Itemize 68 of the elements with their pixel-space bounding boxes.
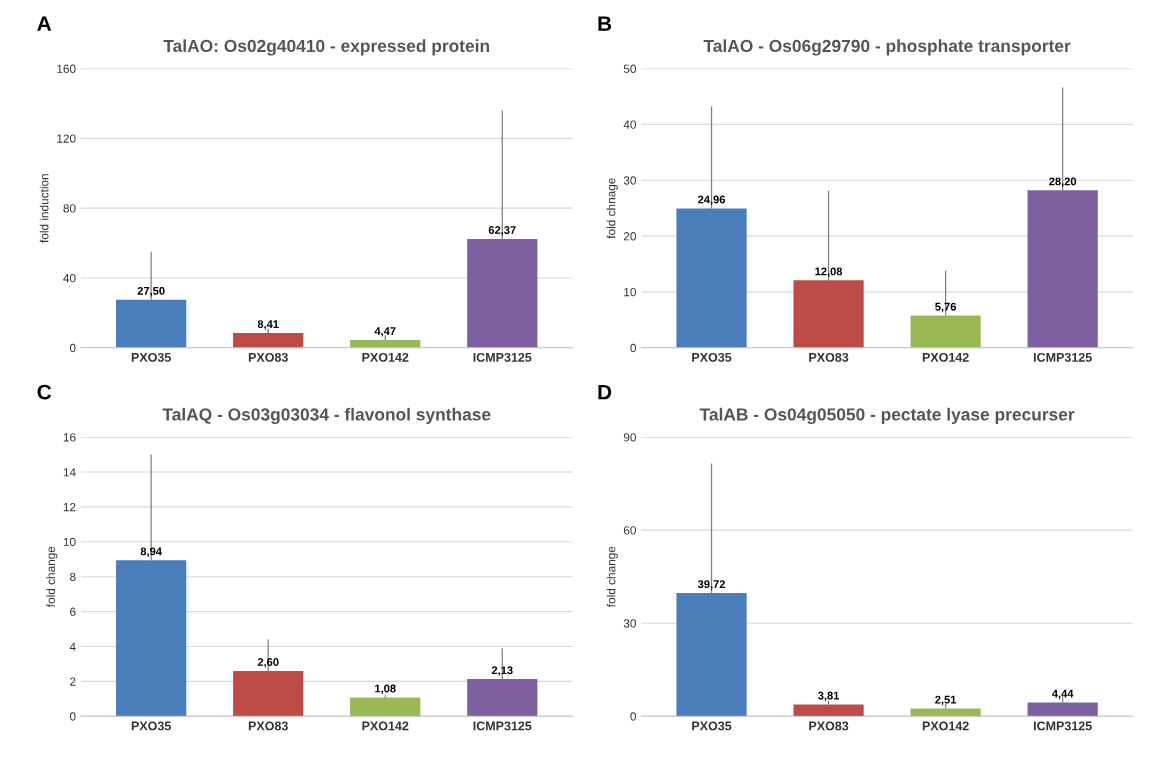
y-tick-label: 30 [623,619,636,628]
y-axis-title: fold change [46,546,58,608]
x-tick-label: PXO142 [362,352,409,362]
x-tick-label: PXO35 [131,352,171,362]
y-tick-label: 2 [70,677,76,686]
x-tick-label: PXO83 [248,721,288,731]
y-tick-label: 6 [70,607,76,616]
y-axis-title: fold chnage [606,178,618,239]
y-tick-label: 10 [63,537,76,547]
x-tick-label: ICMP3125 [473,352,532,362]
y-tick-label: 14 [63,468,76,477]
x-tick-label: PXO83 [248,352,288,362]
data-label: 12,08 [815,267,843,277]
y-tick-label: 0 [69,712,76,721]
y-axis-title: fold change [606,546,618,608]
data-label: 5,76 [935,302,957,313]
x-tick-label: ICMP3125 [1033,721,1092,731]
data-label: 62,37 [488,226,516,236]
data-label: 1,08 [375,684,396,695]
y-tick-label: 80 [63,204,76,213]
y-tick-label: 20 [623,232,636,241]
x-tick-label: ICMP3125 [473,721,532,731]
y-tick-label: 40 [63,274,76,283]
y-tick-label: 12 [63,502,76,512]
x-tick-label: ICMP3125 [1033,352,1092,362]
data-label: 8,41 [257,320,279,330]
y-tick-label: 50 [623,64,636,73]
chart-title: TalAQ - Os03g03034 - flavonol synthase [162,407,491,425]
chart-title: TalAO - Os06g29790 - phosphate transporter [703,39,1071,56]
data-label: 24,96 [698,195,726,206]
data-label: 27,50 [137,286,165,297]
x-tick-label: PXO83 [809,721,849,731]
text: C [37,384,52,400]
data-label: 4,44 [1052,689,1074,700]
y-tick-label: 120 [57,134,76,143]
y-tick-label: 8 [70,572,76,582]
chart-title: TalAO: Os02g40410 - expressed protein [163,39,490,56]
text: D [598,384,612,400]
y-tick-label: 4 [69,642,76,651]
y-tick-label: 0 [630,712,636,721]
x-tick-label: PXO142 [362,721,409,731]
x-tick-label: PXO35 [131,721,171,731]
y-tick-label: 60 [623,526,636,535]
data-label: 2,60 [257,658,279,668]
x-tick-label: PXO142 [922,352,969,362]
y-tick-label: 160 [57,64,76,73]
x-tick-label: PXO83 [809,352,849,362]
y-tick-label: 0 [630,343,636,353]
text: A [37,16,52,31]
data-label: 3,81 [818,691,840,702]
data-label: 28,20 [1049,177,1077,187]
y-axis-title: fold induction [39,174,49,243]
y-tick-label: 40 [623,120,636,129]
data-label: 4,47 [374,327,396,337]
y-tick-label: 16 [63,433,76,442]
text: B [598,16,612,31]
chart-title: TalAB - Os04g05050 - pectate lyase precurser [699,407,1075,425]
y-tick-label: 0 [69,343,76,353]
x-tick-label: PXO35 [692,721,732,731]
x-tick-label: PXO35 [692,352,732,362]
y-tick-label: 90 [623,433,636,442]
y-tick-label: 30 [623,176,636,185]
x-tick-label: PXO142 [922,721,969,731]
data-label: 2,51 [935,695,957,706]
data-label: 39,72 [697,580,725,590]
data-label: 2,13 [491,666,513,676]
y-tick-label: 10 [624,287,636,297]
data-label: 8,94 [140,547,162,557]
